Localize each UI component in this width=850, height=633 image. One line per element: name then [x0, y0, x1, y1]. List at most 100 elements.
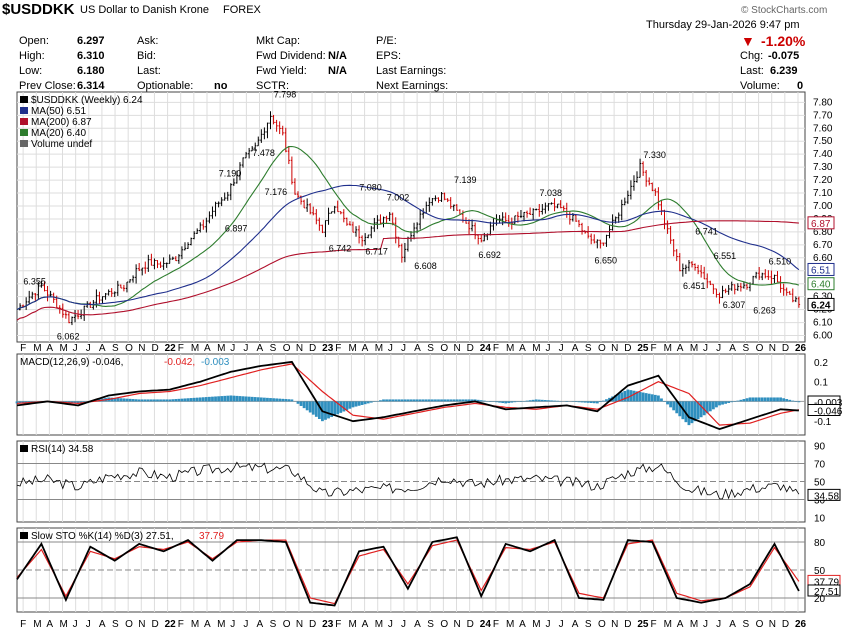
macd-histogram-bar — [415, 399, 419, 402]
rsi-axis-label: 90 — [814, 442, 826, 453]
last-earnings-label: Last Earnings: — [376, 65, 447, 77]
macd-histogram-bar — [446, 399, 450, 402]
macd-histogram-bar — [776, 397, 779, 402]
ma200-line — [16, 220, 799, 321]
month-tick-label: N — [454, 343, 461, 354]
macd-histogram-bar — [589, 401, 593, 403]
macd-histogram-bar — [602, 400, 605, 402]
macd-histogram-bar — [675, 401, 679, 414]
macd-histogram-bar — [125, 398, 129, 402]
price-annotation: 7.176 — [265, 187, 288, 197]
month-tick-label: J — [559, 343, 564, 354]
macd-histogram-bar — [189, 398, 193, 402]
macd-histogram-bar — [440, 399, 443, 402]
legend-swatch — [20, 445, 28, 452]
macd-histogram-bar — [369, 401, 373, 403]
macd-histogram-bar — [711, 401, 715, 410]
month-tick-label: J — [230, 343, 235, 354]
macd-histogram-bar — [479, 400, 483, 402]
macd-histogram-bar — [669, 401, 673, 408]
price-legend-item: Volume undef — [31, 139, 92, 150]
macd-histogram-bar — [70, 401, 74, 403]
macd-histogram-bar — [250, 396, 254, 402]
macd-histogram-bar — [357, 401, 361, 406]
price-axis-label: 7.10 — [813, 188, 833, 199]
macd-histogram-bar — [635, 391, 639, 402]
macd-histogram-bar — [531, 399, 535, 402]
macd-histogram-bar — [116, 398, 120, 402]
ma50-line — [16, 184, 800, 311]
macd-histogram-bar — [608, 397, 611, 402]
macd-histogram-bar — [21, 401, 25, 403]
macd-histogram-bar — [385, 399, 388, 402]
price-axis-label: 7.00 — [813, 201, 833, 212]
macd-histogram-bar — [708, 401, 712, 412]
month-tick-label: F — [651, 343, 657, 354]
macd-histogram-bar — [663, 401, 666, 402]
high-value: 6.310 — [77, 50, 105, 62]
month-tick-label: 23 — [322, 619, 334, 630]
fwd-dividend-label: Fwd Dividend: — [256, 50, 326, 62]
month-tick-label: M — [532, 619, 540, 630]
macd-histogram-bar — [464, 399, 468, 402]
macd-histogram-bar — [467, 399, 471, 402]
month-tick-label: F — [335, 619, 341, 630]
fwd-yield-value: N/A — [328, 65, 347, 77]
price-tag-box — [807, 216, 835, 230]
month-tick-label: F — [20, 343, 26, 354]
macd-histogram-bar — [73, 401, 77, 404]
macd-legend: MACD(12,26,9) -0.046, — [20, 357, 123, 368]
macd-histogram-bar — [489, 401, 492, 402]
macd-histogram-bar — [660, 398, 663, 402]
macd-line — [16, 360, 799, 431]
month-tick-label: A — [519, 343, 526, 354]
month-tick-label: J — [73, 343, 78, 354]
month-tick-label: A — [46, 343, 53, 354]
macd-histogram-bar — [638, 391, 642, 402]
macd-histogram-bar — [794, 401, 798, 402]
macd-histogram-bar — [785, 399, 789, 402]
sto-legend-d: 37.79 — [199, 531, 224, 542]
macd-histogram-bar — [721, 401, 724, 405]
macd-histogram-bar — [327, 401, 330, 419]
macd-histogram-bar — [379, 400, 382, 402]
price-axis-label: 7.60 — [813, 123, 833, 134]
month-tick-label: N — [138, 619, 145, 630]
month-tick-label: A — [257, 343, 264, 354]
month-tick-label: A — [729, 619, 736, 630]
macd-histogram-bar — [547, 400, 550, 402]
ma20-line — [16, 145, 800, 311]
month-tick-label: F — [493, 343, 499, 354]
macd-histogram-bar — [403, 399, 407, 402]
macd-histogram-bar — [348, 401, 352, 409]
symbol-title: $USDDKK — [2, 1, 75, 18]
macd-histogram-bar — [757, 397, 761, 402]
macd-histogram-bar — [754, 397, 758, 402]
macd-histogram-bar — [745, 398, 749, 402]
month-tick-label: J — [86, 343, 91, 354]
change-arrow-icon: ▼ — [741, 33, 755, 49]
macd-axis-label: 0.1 — [814, 378, 828, 389]
month-tick-label: M — [217, 619, 225, 630]
macd-histogram-bar — [779, 397, 782, 402]
macd-histogram-bar — [134, 399, 138, 402]
month-tick-label: J — [243, 619, 248, 630]
macd-histogram-bar — [656, 395, 660, 402]
price-annotation: 6.692 — [478, 250, 501, 260]
legend-swatch — [20, 107, 28, 114]
month-tick-label: J — [545, 619, 550, 630]
macd-axis-label: 0.2 — [814, 358, 828, 369]
macd-histogram-bar — [583, 401, 587, 403]
month-tick-label: J — [73, 619, 78, 630]
macd-histogram-bar — [537, 399, 541, 402]
open-label: Open: — [19, 35, 49, 47]
rsi-axis-label: 34.58 — [814, 491, 839, 502]
macd-histogram-bar — [214, 396, 217, 402]
change-percent: -1.20% — [761, 33, 806, 49]
month-tick-label: A — [257, 619, 264, 630]
month-tick-label: O — [440, 619, 448, 630]
last-price-label: Last: — [740, 65, 764, 77]
month-tick-label: M — [690, 619, 698, 630]
fwd-yield-label: Fwd Yield: — [256, 65, 307, 77]
month-tick-label: J — [388, 343, 393, 354]
